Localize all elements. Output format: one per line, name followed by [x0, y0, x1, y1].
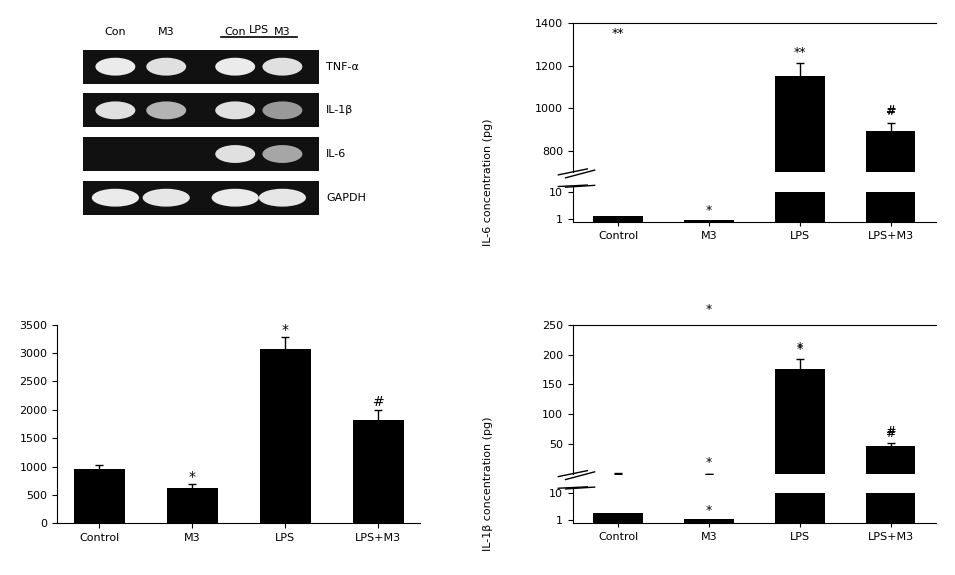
Ellipse shape [215, 145, 255, 163]
Text: Con: Con [224, 27, 246, 37]
Y-axis label: IL-6 concentration (pg): IL-6 concentration (pg) [483, 118, 493, 246]
Ellipse shape [146, 101, 186, 119]
Text: *: * [189, 470, 196, 484]
Text: *: * [706, 456, 712, 469]
Ellipse shape [212, 189, 259, 206]
Text: GAPDH: GAPDH [326, 193, 366, 203]
Text: *: * [706, 204, 712, 217]
Bar [593, 513, 643, 523]
Ellipse shape [263, 101, 303, 119]
Ellipse shape [142, 189, 190, 206]
Bar [593, 216, 643, 221]
Text: #: # [885, 427, 896, 440]
Ellipse shape [259, 189, 306, 206]
Bar [865, 446, 916, 474]
Bar [865, 132, 916, 321]
Y-axis label: IL-1β concentration (pg): IL-1β concentration (pg) [483, 417, 493, 551]
Bar [775, 76, 825, 321]
Text: **: ** [794, 46, 806, 59]
Text: Con: Con [105, 27, 126, 37]
Text: TNF-α: TNF-α [326, 62, 359, 72]
Bar [684, 220, 734, 221]
Ellipse shape [96, 101, 136, 119]
Text: #: # [885, 105, 896, 118]
Ellipse shape [263, 145, 303, 163]
Bar [74, 469, 125, 523]
Bar [83, 181, 319, 214]
Bar [260, 348, 311, 523]
Text: IL-1β: IL-1β [326, 105, 353, 116]
Bar [775, 493, 825, 523]
Ellipse shape [96, 58, 136, 75]
Ellipse shape [146, 58, 186, 75]
Bar [83, 137, 319, 171]
Bar [167, 488, 218, 523]
Text: *: * [706, 303, 712, 316]
Text: *: * [282, 323, 288, 336]
Text: #: # [885, 104, 896, 117]
Text: M3: M3 [158, 27, 175, 37]
Bar [775, 369, 825, 474]
Ellipse shape [263, 58, 303, 75]
Bar [83, 50, 319, 83]
Text: #: # [885, 425, 896, 438]
Text: *: * [796, 341, 803, 354]
Bar [352, 420, 404, 523]
Text: *: * [706, 504, 712, 518]
Text: *: * [796, 343, 803, 356]
Ellipse shape [215, 58, 255, 75]
Ellipse shape [215, 101, 255, 119]
Ellipse shape [92, 189, 139, 206]
Bar [83, 94, 319, 127]
Text: M3: M3 [274, 27, 290, 37]
Text: LPS: LPS [248, 25, 269, 35]
Text: **: ** [612, 27, 625, 40]
Bar [865, 191, 916, 221]
Bar [865, 493, 916, 523]
Bar [775, 191, 825, 221]
Text: #: # [372, 395, 384, 409]
Bar [684, 519, 734, 523]
Text: IL-6: IL-6 [326, 149, 347, 159]
